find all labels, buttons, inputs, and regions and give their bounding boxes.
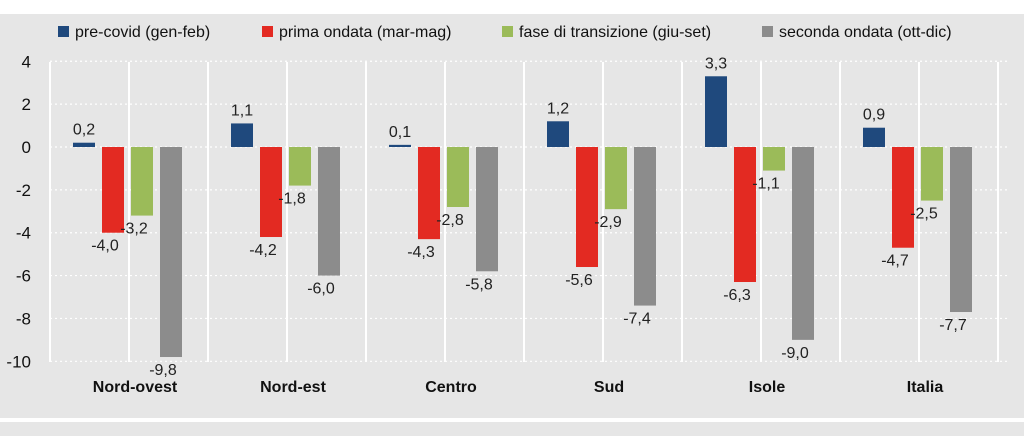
bar-3-isole [763,147,785,171]
bar-3-italia [921,147,943,201]
bottom-band [0,418,1024,422]
bar-4-italia [950,147,972,313]
data-label: -1,1 [752,176,780,193]
legend-swatch [762,26,773,37]
y-tick-label: -8 [16,309,31,328]
top-gap [0,14,1024,18]
bar-4-isole [792,147,814,340]
category-label: Centro [425,379,477,396]
bar-4-nordovest [160,147,182,358]
data-label: -3,2 [120,221,148,238]
data-label: -2,8 [436,212,464,229]
data-label: -1,8 [278,191,306,208]
bar-2-italia [892,147,914,248]
legend-label: pre-covid (gen-feb) [75,24,210,41]
y-tick-label: 0 [22,138,31,157]
bar-2-sud [576,147,598,268]
data-label: -5,6 [565,272,593,289]
bar-2-centro [418,147,440,240]
bar-3-centro [447,147,469,208]
legend-swatch [502,26,513,37]
data-label: 1,2 [547,100,569,117]
bar-4-centro [476,147,498,272]
data-label: -9,0 [781,345,809,362]
data-label: 3,3 [705,55,727,72]
category-label: Italia [907,379,944,396]
legend-label: prima ondata (mar-mag) [279,24,452,41]
top-band [0,0,1024,14]
y-tick-label: 4 [22,52,31,71]
category-label: Nord-est [260,379,326,396]
bar-3-nordest [289,147,311,186]
category-label: Nord-ovest [93,379,178,396]
bar-1-centro [389,144,411,147]
data-label: -4,0 [91,238,119,255]
bar-1-isole [705,76,727,147]
y-tick-label: -6 [16,267,31,286]
data-label: 1,1 [231,102,253,119]
legend-label: fase di transizione (giu-set) [519,24,711,41]
bar-2-nordest [260,147,282,238]
data-label: -6,3 [723,287,751,304]
data-label: -2,5 [910,206,938,223]
bar-3-nordovest [131,147,153,216]
bar-2-nordovest [102,147,124,233]
data-label: 0,9 [863,107,885,124]
bar-1-italia [863,127,885,147]
data-label: -9,8 [149,362,177,379]
data-label: 0,1 [389,124,411,141]
bar-1-nordest [231,123,253,147]
category-label: Isole [749,379,786,396]
bar-1-nordovest [73,142,95,147]
bar-4-nordest [318,147,340,276]
data-label: -7,4 [623,311,651,328]
data-label: -4,3 [407,244,435,261]
bar-3-sud [605,147,627,210]
data-label: -6,0 [307,281,335,298]
data-label: -2,9 [594,214,622,231]
data-label: -4,7 [881,253,909,270]
y-tick-label: -10 [6,352,31,371]
legend-swatch [58,26,69,37]
y-tick-label: 2 [22,95,31,114]
data-label: 0,2 [73,122,95,139]
data-label: -7,7 [939,317,967,334]
y-tick-label: -2 [16,181,31,200]
data-label: -4,2 [249,242,277,259]
y-tick-label: -4 [16,224,31,243]
bar-4-sud [634,147,656,306]
data-label: -5,8 [465,276,493,293]
bar-1-sud [547,121,569,147]
category-label: Sud [594,379,624,396]
bar-2-isole [734,147,756,283]
legend-label: seconda ondata (ott-dic) [779,24,952,41]
legend-swatch [262,26,273,37]
